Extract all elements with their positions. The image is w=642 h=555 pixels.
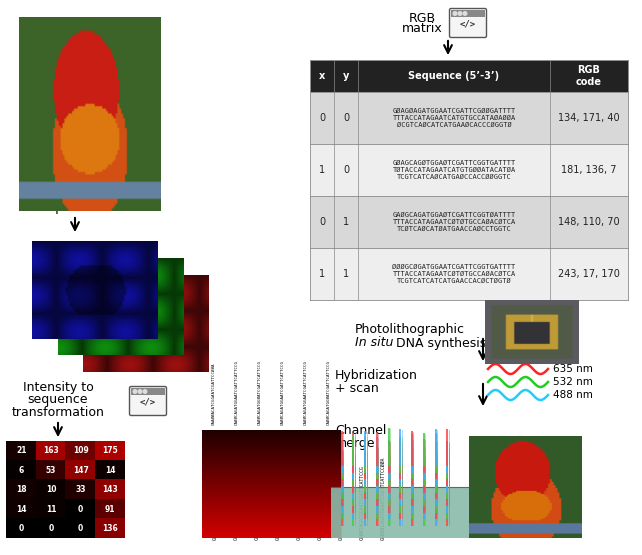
Text: CAØØCAGATGGØATCGATTCATTCCG: CAØØCAGATGGØATCGATTCATTCCG [257,360,262,425]
Text: GAAØØACATCGGAATCGATTCCØØA: GAAØØACATCGGAATCGATTCCØØA [213,468,218,540]
Text: Photolithographic: Photolithographic [355,324,465,336]
Bar [131,388,165,395]
Text: GAØØCAGATGGAATCGATTCATTCCG: GAØØCAGATGGAATCGATTCATTCCG [275,465,281,540]
Text: Intensity to: Intensity to [22,381,93,395]
FancyBboxPatch shape [449,8,487,38]
Text: 488 nm: 488 nm [553,390,593,400]
Text: 0: 0 [78,504,83,514]
Text: CAØØCAGATGGAATCGATTCATTCCG: CAØØCAGATGGAATCGATTCATTCCG [234,465,238,540]
Text: 635 nm: 635 nm [553,364,593,374]
Text: 0: 0 [48,524,53,533]
Bar [310,92,628,144]
Text: DNA synthesis: DNA synthesis [392,336,486,350]
Text: 21: 21 [16,446,26,456]
Text: RGB
code: RGB code [576,65,602,87]
Text: merge: merge [335,436,376,450]
Text: 136: 136 [103,524,118,533]
Bar [310,248,628,300]
Text: </>: </> [460,19,476,28]
Text: GAØØCAGATGGAATCGATTCATTCCG: GAØØCAGATGGAATCGATTCATTCCG [338,465,343,540]
Bar [310,144,628,196]
Text: 91: 91 [105,504,116,514]
Text: 1: 1 [319,165,325,175]
Text: Hybridization: Hybridization [335,369,418,381]
Text: transformation: transformation [12,406,105,418]
Text: 6: 6 [19,466,24,475]
Text: GAAØØACATCGGAATCGATTCCØØA: GAAØØACATCGGAATCGATTCCØØA [212,362,216,425]
Text: 243, 17, 170: 243, 17, 170 [558,269,620,279]
Text: 0: 0 [319,113,325,123]
Text: sequence: sequence [28,393,88,406]
Text: 148, 110, 70: 148, 110, 70 [558,217,620,227]
Text: In situ: In situ [355,336,394,350]
Text: + scan: + scan [335,381,379,395]
Text: 1: 1 [343,269,349,279]
Circle shape [143,390,147,393]
Text: 175: 175 [103,446,118,456]
Text: CAØØCAGATGGAATCGATTCATTCCG: CAØØCAGATGGAATCGATTCATTCCG [304,360,308,425]
Text: 0: 0 [78,524,83,533]
Text: CAØØCAGATGGØATCGATTCATTCCG: CAØØCAGATGGØATCGATTCATTCCG [327,360,331,425]
Text: </>: </> [140,397,156,406]
Circle shape [133,390,137,393]
Text: CAØØCAGATGGØATCGATTCATTCCG: CAØØCAGATGGØATCGATTCATTCCG [318,465,322,540]
Text: GAØGCAGATGGAØTCGATTCGGTØATTTT
TTTACCATAGAATCØTØTGCCAØACØTCA
TCØTCAØCATØATGAACCAØ: GAØGCAGATGGAØTCGATTCGGTØATTTT TTTACCATAG… [392,212,516,232]
Circle shape [458,12,462,16]
Bar [451,10,485,17]
Text: CAØØCAGATGGØATCGATTCATTCCG: CAØØCAGATGGØATCGATTCATTCCG [254,465,259,540]
Circle shape [138,390,142,393]
Text: GØAGCAGØTGGAØTCGATTCGGTGATTTT
TØTACCATAGAATCATGTGØØATACATØA
TCGTCATCAØCATGAØCCAC: GØAGCAGØTGGAØTCGATTCGGTGATTTT TØTACCATAG… [392,160,516,180]
Text: 163: 163 [43,446,59,456]
Text: 109: 109 [73,446,89,456]
Text: 181, 136, 7: 181, 136, 7 [561,165,617,175]
FancyBboxPatch shape [293,487,505,555]
Text: Channel: Channel [49,189,101,201]
Text: Channel: Channel [335,423,386,436]
Text: 134, 171, 40: 134, 171, 40 [558,113,620,123]
Text: separation: separation [42,200,108,214]
Text: CAØØCAGATGGAATCGATTCATTCCG: CAØØCAGATGGAATCGATTCATTCCG [360,465,365,540]
Text: matrix: matrix [402,23,442,36]
Text: 1: 1 [319,269,325,279]
Text: CAØØCAGATGGAATCGATTCATTCCG: CAØØCAGATGGAATCGATTCATTCCG [297,465,302,540]
Text: 0: 0 [343,113,349,123]
Text: 11: 11 [46,504,56,514]
Text: GAØØCAGATGGAATCGATTCATTCCG: GAØØCAGATGGAATCGATTCATTCCG [281,360,285,425]
Text: GØAGØAGATGGAATCGATTCGØØGATTTT
TTTACCATAGAATCATGTGCCATAØAØØA
ØCGTCAØCATCATGAAØCAC: GØAGØAGATGGAATCGATTCGØØGATTTT TTTACCATAG… [392,108,516,128]
Text: RGB: RGB [408,12,435,24]
Text: 33: 33 [75,485,86,495]
Text: 0: 0 [19,524,24,533]
Bar [310,60,628,92]
Circle shape [463,12,467,16]
Text: 532 nm: 532 nm [553,377,593,387]
Text: CAØØCAGATGGAATCGATTCATTCCG: CAØØCAGATGGAATCGATTCATTCCG [235,360,239,425]
Text: 14: 14 [105,466,116,475]
Text: 18: 18 [16,485,26,495]
Text: 53: 53 [46,466,56,475]
Text: 1: 1 [343,217,349,227]
Text: 143: 143 [103,485,118,495]
Text: y: y [343,71,349,81]
FancyBboxPatch shape [130,386,166,416]
Text: GAØØØCAGATGGAATCGATTCATTCCØØA: GAØØØCAGATGGAATCGATTCATTCCØØA [381,457,385,540]
Text: 14: 14 [16,504,26,514]
Text: 0: 0 [343,165,349,175]
Text: 147: 147 [73,466,89,475]
Text: x: x [319,71,325,81]
Text: Sequence (5’-3’): Sequence (5’-3’) [408,71,499,81]
Bar [310,196,628,248]
Text: ØØØGCØGATGGAATCGATTCGGTGATTTT
TTTACCATAGAATCØTØTGCCAØACØTCA
TCGTCATCATCATGAACCAC: ØØØGCØGATGGAATCGATTCGGTGATTTT TTTACCATAG… [392,264,516,284]
Text: 10: 10 [46,485,56,495]
Circle shape [453,12,457,16]
Text: 0: 0 [319,217,325,227]
